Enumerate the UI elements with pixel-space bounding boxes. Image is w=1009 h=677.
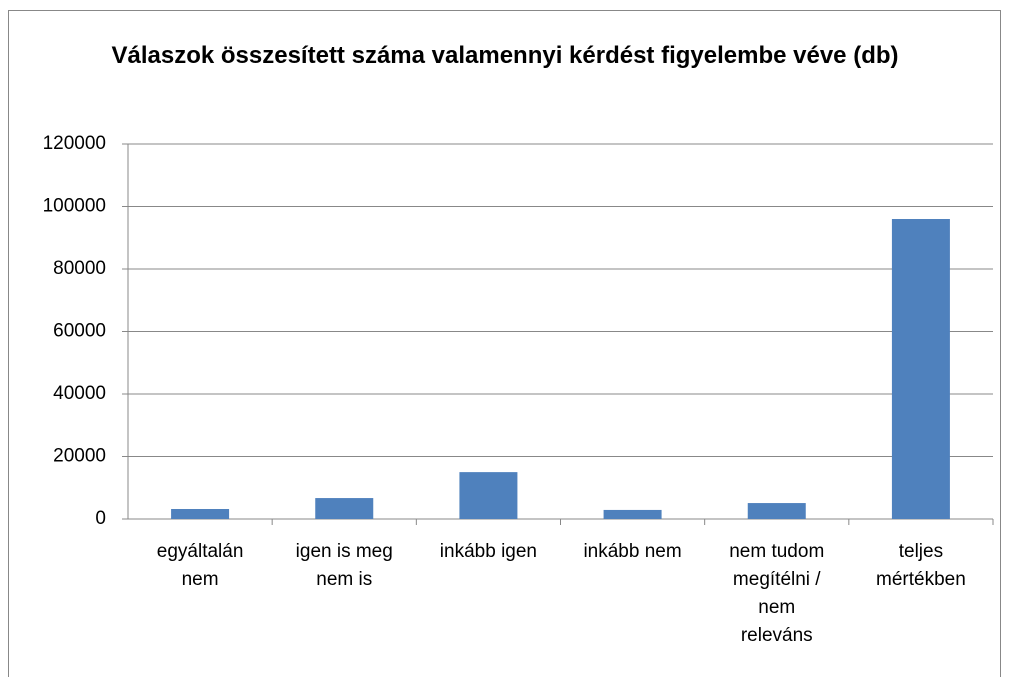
bar (459, 472, 518, 519)
x-tick-label: igen is meg nem is (295, 541, 393, 590)
x-tick-label: nem tudom megítélni / nem releváns (729, 541, 825, 646)
y-tick-label: 60000 (53, 321, 106, 342)
x-tick-label: inkább igen (439, 541, 537, 562)
y-tick-label: 80000 (53, 258, 106, 279)
y-tick-label: 40000 (53, 383, 106, 404)
bar (171, 509, 230, 519)
bar (747, 503, 806, 519)
y-tick-label: 100000 (43, 196, 106, 217)
x-tick-label: egyáltalán nem (156, 541, 244, 590)
y-tick-label: 20000 (53, 446, 106, 467)
bar (891, 219, 950, 519)
y-tick-label: 0 (95, 508, 106, 529)
bar (603, 509, 662, 519)
y-tick-label: 120000 (43, 133, 106, 154)
chart-title: Válaszok összesített száma valamennyi ké… (111, 42, 899, 69)
x-tick-label: teljes mértékben (876, 541, 966, 590)
x-tick-label: inkább nem (583, 541, 682, 562)
bar (315, 498, 374, 519)
chart-frame (8, 10, 1001, 677)
